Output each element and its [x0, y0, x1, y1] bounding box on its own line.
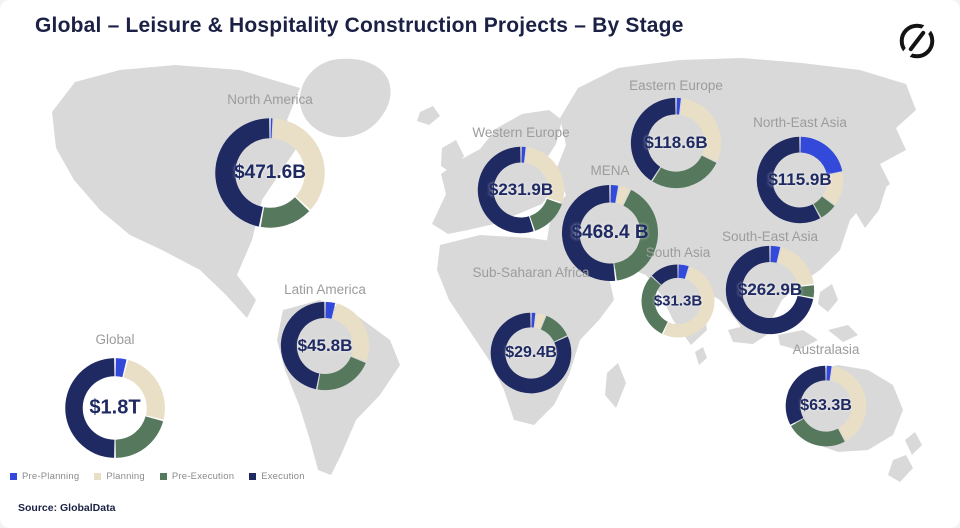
donut-chart-eastern-europe: Eastern Europe $118.6B — [629, 78, 723, 190]
donut-ring-western-europe — [477, 146, 565, 234]
map-sri-lanka — [695, 347, 707, 365]
legend-item-execution: Execution — [249, 471, 305, 482]
region-value: $118.6B — [644, 133, 708, 152]
donut-chart-mena: MENA $468.4 B — [560, 163, 660, 283]
map-new-zealand-north — [905, 432, 922, 455]
map-madagascar — [605, 363, 626, 408]
map-greenland — [300, 58, 391, 138]
donut-ring-north-america — [215, 118, 325, 228]
region-value: $45.8B — [297, 336, 353, 355]
donut-chart-south-east-asia: South-East Asia $262.9B — [722, 229, 818, 336]
region-value: $468.4 B — [571, 222, 649, 243]
region-value: $262.9B — [737, 280, 803, 299]
region-value: $29.4B — [505, 344, 557, 361]
region-label: Sub-Saharan Africa — [472, 265, 590, 280]
donut-chart-western-europe: Western Europe $231.9B — [472, 125, 570, 235]
map-indonesia-3 — [828, 325, 858, 342]
legend: Pre-Planning Planning Pre-Execution Exec… — [10, 471, 305, 482]
legend-item-planning: Planning — [94, 471, 145, 482]
map-new-zealand-south — [888, 455, 913, 482]
region-value: $115.9B — [768, 170, 832, 189]
region-label: Eastern Europe — [629, 78, 723, 93]
donut-ring-mena — [561, 185, 659, 282]
region-label: Latin America — [284, 282, 366, 297]
region-value: $231.9B — [488, 180, 554, 199]
map-uk — [441, 140, 464, 174]
region-label: South-East Asia — [721, 229, 819, 244]
globaldata-logo-icon — [899, 23, 935, 59]
donut-chart-north-east-asia: North-East Asia $115.9B — [753, 115, 847, 225]
donut-ring-sub-saharan-africa — [490, 312, 572, 394]
donut-chart-global: Global $1.8T — [63, 332, 167, 460]
region-value: $63.3B — [800, 397, 852, 414]
donut-ring-north-east-asia — [756, 136, 844, 224]
pre-execution-swatch-icon — [159, 473, 167, 480]
donut-chart-south-asia: South Asia $31.3B — [640, 245, 716, 339]
donut-ring-latin-america — [280, 301, 370, 391]
legend-label: Planning — [106, 471, 145, 482]
donut-chart-north-america: North America $471.6B — [213, 92, 327, 230]
region-value: $31.3B — [653, 292, 703, 310]
map-japan — [856, 166, 887, 228]
legend-item-pre-planning: Pre-Planning — [10, 471, 79, 482]
pre-planning-swatch-icon — [10, 473, 17, 480]
donut-chart-australasia: Australasia $63.3B — [784, 342, 868, 448]
region-label: Western Europe — [472, 125, 570, 140]
region-label: MENA — [590, 163, 630, 178]
region-label: North-East Asia — [753, 115, 847, 130]
page-title: Global – Leisure & Hospitality Construct… — [35, 14, 684, 37]
execution-swatch-icon — [249, 473, 257, 480]
region-label: South Asia — [645, 245, 711, 260]
source-note: Source: GlobalData — [18, 502, 116, 514]
planning-swatch-icon — [94, 473, 102, 480]
donut-ring-global — [65, 358, 165, 458]
map-philippines — [818, 284, 838, 312]
legend-label: Execution — [261, 471, 305, 482]
donut-ring-eastern-europe — [630, 97, 722, 189]
donut-chart-sub-saharan-africa: Sub-Saharan Africa $29.4B — [472, 265, 590, 395]
region-label: Global — [95, 332, 135, 347]
region-label: Australasia — [792, 342, 860, 357]
region-value: $1.8T — [89, 396, 141, 419]
region-value: $471.6B — [234, 162, 306, 183]
donut-ring-south-asia — [641, 264, 715, 338]
legend-item-pre-execution: Pre-Execution — [159, 471, 235, 482]
legend-label: Pre-Execution — [171, 471, 235, 482]
donut-ring-south-east-asia — [725, 245, 815, 335]
map-africa — [437, 235, 614, 425]
map-indonesia-2 — [778, 330, 818, 350]
legend-label: Pre-Planning — [22, 471, 80, 482]
region-label: North America — [227, 92, 313, 107]
donut-ring-australasia — [785, 365, 867, 447]
donut-chart-latin-america: Latin America $45.8B — [279, 282, 371, 392]
map-iceland — [417, 106, 440, 125]
